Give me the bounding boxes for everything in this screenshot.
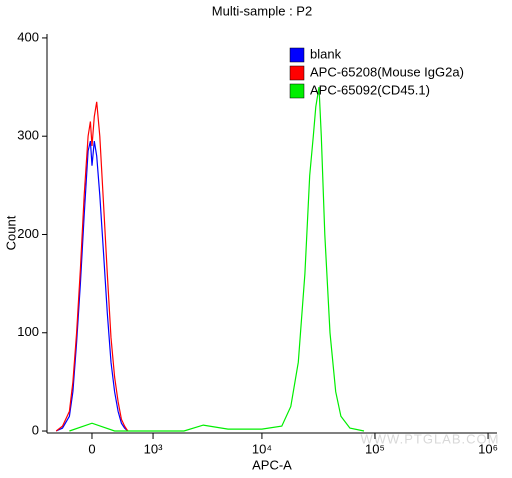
x-tick-label: 0	[88, 441, 95, 456]
legend-label: blank	[310, 46, 342, 61]
series-line	[69, 87, 365, 432]
series-line	[55, 140, 129, 432]
x-tick-label: 10⁴	[252, 441, 272, 456]
legend-swatch	[289, 47, 305, 63]
legend-swatch	[289, 65, 305, 81]
legend-label: APC-65092(CD45.1)	[310, 82, 430, 97]
x-axis-label: APC-A	[252, 457, 292, 472]
x-tick-label: 10³	[144, 441, 163, 456]
x-tick-label: 10⁶	[478, 441, 498, 456]
legend-swatch	[289, 83, 305, 99]
y-tick-label: 100	[17, 324, 39, 339]
x-tick-label: 10⁵	[365, 441, 385, 456]
legend-label: APC-65208(Mouse IgG2a)	[310, 64, 464, 79]
y-axis-label: Count	[3, 215, 18, 250]
y-tick-label: 200	[17, 226, 39, 241]
y-tick-label: 400	[17, 29, 39, 44]
chart-title: Multi-sample : P2	[212, 3, 312, 18]
y-tick-label: 0	[32, 422, 39, 437]
series-line	[55, 101, 129, 432]
y-tick-label: 300	[17, 128, 39, 143]
watermark: WWW.PTGLAB.COM	[361, 431, 500, 446]
